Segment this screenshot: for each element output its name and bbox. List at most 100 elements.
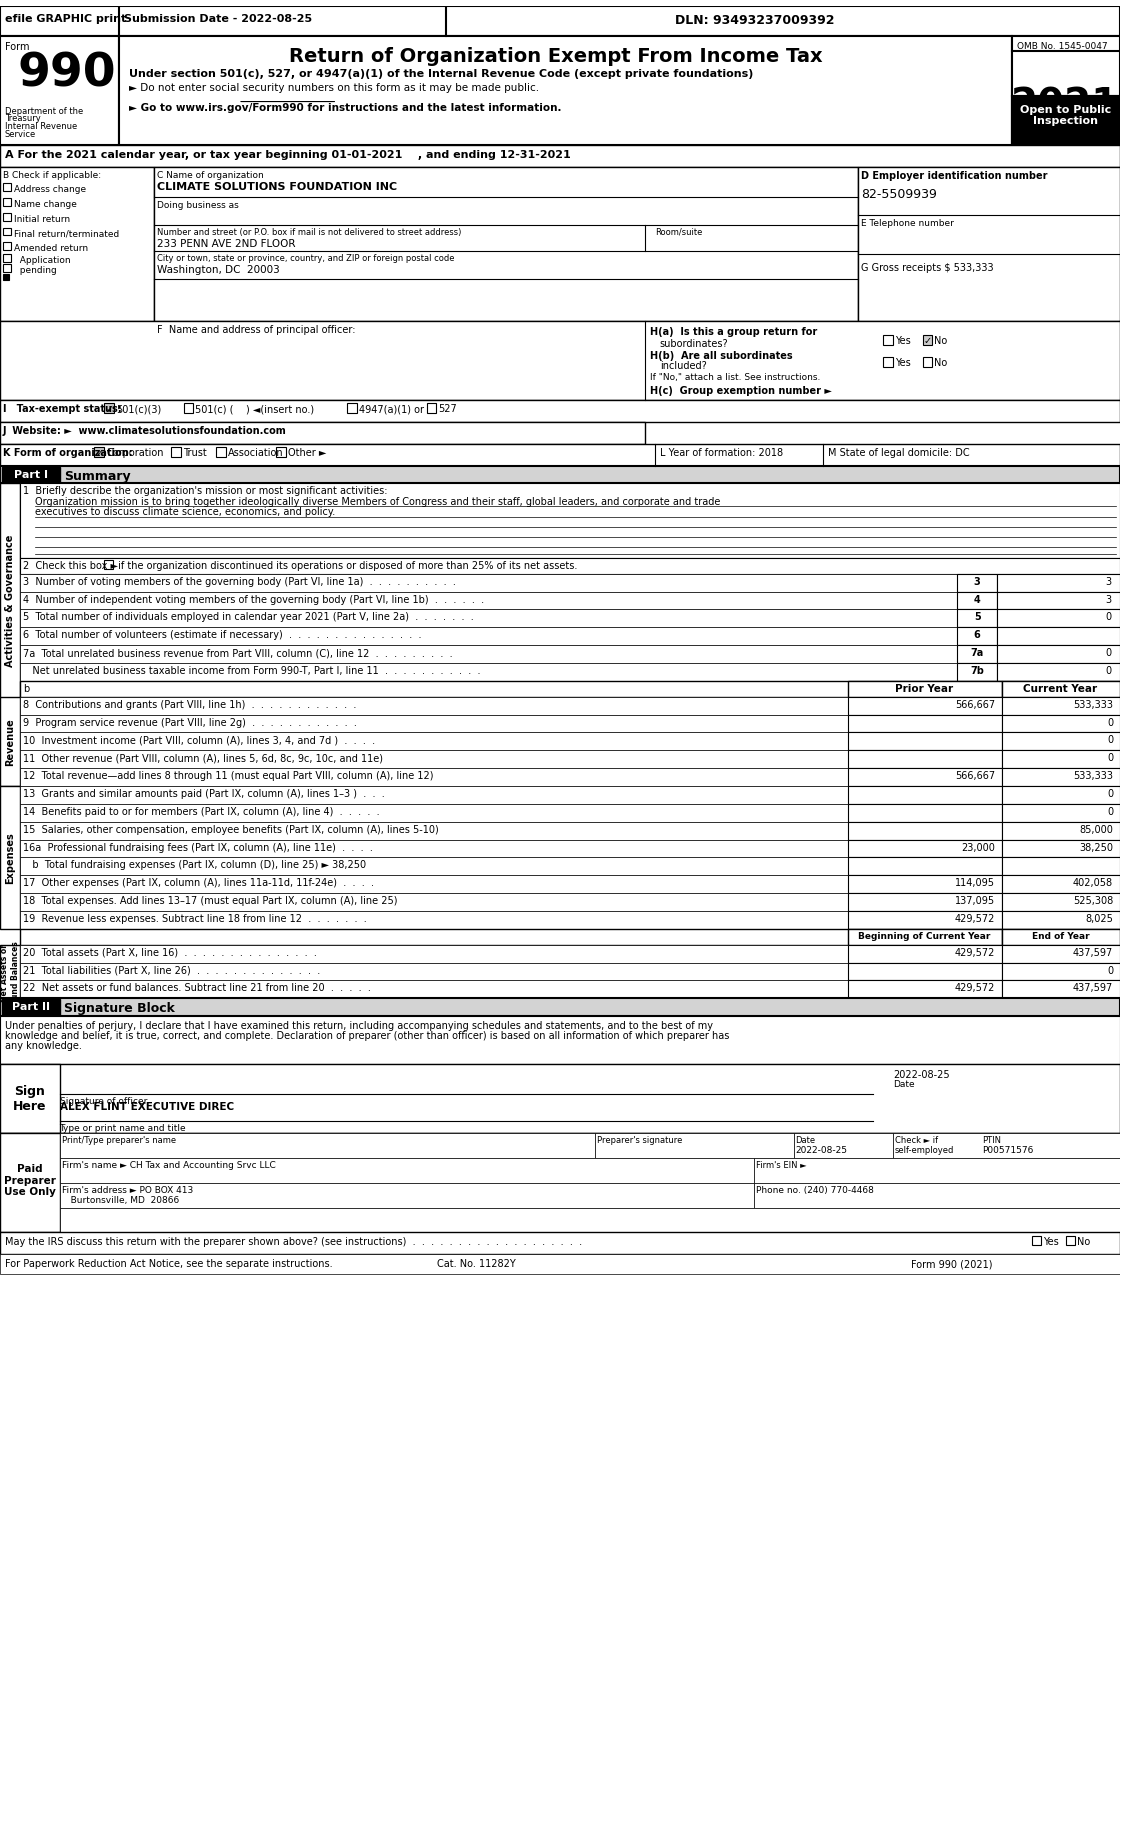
Bar [997, 593, 1120, 609]
Bar [1012, 37, 1120, 146]
Text: Organization mission is to bring together ideologically diverse Members of Congr: Organization mission is to bring togethe… [35, 498, 720, 507]
Text: P00571576: P00571576 [982, 1146, 1033, 1155]
Text: 85,000: 85,000 [1079, 824, 1113, 834]
Text: 2  Check this box ►: 2 Check this box ► [23, 560, 117, 571]
Bar [217, 448, 226, 458]
Text: Phone no. (240) 770-4468: Phone no. (240) 770-4468 [756, 1186, 874, 1195]
Bar [848, 734, 1001, 750]
Text: 429,572: 429,572 [955, 948, 995, 957]
Text: 437,597: 437,597 [1073, 983, 1113, 994]
Text: 8  Contributions and grants (Part VIII, line 1h)  .  .  .  .  .  .  .  .  .  .  : 8 Contributions and grants (Part VIII, l… [23, 699, 357, 710]
Bar [20, 593, 1120, 609]
Text: Under section 501(c), 527, or 4947(a)(1) of the Internal Revenue Code (except pr: Under section 501(c), 527, or 4947(a)(1)… [129, 70, 753, 79]
Bar [20, 646, 1120, 664]
Text: Yes: Yes [895, 335, 911, 346]
Text: 7b: 7b [970, 666, 984, 675]
Bar [1012, 97, 1120, 146]
Bar [848, 930, 1001, 946]
Text: Final return/terminated: Final return/terminated [14, 229, 120, 238]
Bar [0, 697, 20, 787]
Text: ► Go to www.irs.gov/Form990 for instructions and the latest information.: ► Go to www.irs.gov/Form990 for instruct… [129, 102, 561, 112]
Bar [1001, 858, 1120, 877]
Text: 527: 527 [438, 404, 457, 414]
Bar [20, 734, 848, 750]
Bar [20, 787, 848, 805]
Bar [957, 664, 997, 681]
Bar [0, 322, 1120, 401]
Bar [1001, 750, 1120, 769]
Text: OMB No. 1545-0047: OMB No. 1545-0047 [1017, 42, 1108, 51]
Text: 10  Investment income (Part VIII, column (A), lines 3, 4, and 7d )  .  .  .  .: 10 Investment income (Part VIII, column … [23, 736, 375, 745]
Text: 533,333: 533,333 [1073, 770, 1113, 781]
Text: 4  Number of independent voting members of the governing body (Part VI, line 1b): 4 Number of independent voting members o… [23, 595, 484, 604]
Bar [0, 146, 1120, 168]
Bar [348, 404, 357, 414]
Bar [1001, 697, 1120, 716]
Text: self-employed: self-employed [895, 1146, 954, 1155]
Bar [848, 822, 1001, 840]
Text: 114,095: 114,095 [955, 878, 995, 888]
Bar [848, 840, 1001, 858]
Text: ✓: ✓ [924, 335, 931, 346]
Bar [0, 1233, 1120, 1255]
Bar [20, 558, 1120, 575]
Text: Room/suite: Room/suite [655, 227, 702, 236]
Bar [957, 593, 997, 609]
Bar [997, 646, 1120, 664]
Bar [1001, 769, 1120, 787]
Text: Prior Year: Prior Year [895, 683, 954, 694]
Text: 20  Total assets (Part X, line 16)  .  .  .  .  .  .  .  .  .  .  .  .  .  .  .: 20 Total assets (Part X, line 16) . . . … [23, 948, 317, 957]
Bar [1001, 893, 1120, 911]
Text: pending: pending [14, 265, 56, 274]
Text: 566,667: 566,667 [955, 770, 995, 781]
Bar [60, 1184, 754, 1208]
Bar [170, 448, 181, 458]
Bar [848, 893, 1001, 911]
Bar [0, 1065, 60, 1133]
Text: 2022-08-25: 2022-08-25 [796, 1146, 848, 1155]
Bar [3, 243, 11, 251]
Text: 5: 5 [973, 611, 980, 622]
Bar [20, 911, 848, 930]
Bar [848, 769, 1001, 787]
Text: knowledge and belief, it is true, correct, and complete. Declaration of preparer: knowledge and belief, it is true, correc… [5, 1030, 729, 1041]
Text: 0: 0 [1106, 717, 1113, 727]
Text: Return of Organization Exempt From Income Tax: Return of Organization Exempt From Incom… [289, 48, 822, 66]
Text: No: No [1077, 1237, 1091, 1246]
Text: H(c)  Group exemption number ►: H(c) Group exemption number ► [650, 386, 832, 395]
Text: Sign
Here: Sign Here [14, 1083, 46, 1113]
Text: Yes: Yes [1042, 1237, 1058, 1246]
Text: included?: included? [659, 361, 707, 371]
Bar [184, 404, 193, 414]
Bar [20, 575, 1120, 593]
Text: Date: Date [796, 1136, 816, 1144]
Bar [1001, 930, 1120, 946]
Bar [3, 199, 11, 207]
Text: any knowledge.: any knowledge. [5, 1041, 81, 1050]
Text: 3: 3 [1105, 595, 1111, 604]
Text: ✓: ✓ [105, 404, 113, 414]
Bar [60, 1158, 754, 1184]
Bar [0, 1065, 1120, 1133]
Bar [1001, 787, 1120, 805]
Bar [3, 183, 11, 192]
Text: Department of the: Department of the [5, 106, 84, 115]
Text: No: No [935, 359, 947, 368]
Text: Internal Revenue: Internal Revenue [5, 123, 77, 132]
Bar [754, 1158, 1120, 1184]
Text: Doing business as: Doing business as [157, 201, 238, 210]
Text: 0: 0 [1105, 666, 1111, 675]
Text: D Employer identification number: D Employer identification number [861, 170, 1048, 181]
Bar [1067, 1237, 1075, 1246]
Text: Form: Form [5, 42, 29, 51]
Bar [848, 681, 1001, 697]
Text: 18  Total expenses. Add lines 13–17 (must equal Part IX, column (A), line 25): 18 Total expenses. Add lines 13–17 (must… [23, 895, 397, 906]
Bar [1032, 1237, 1041, 1246]
Bar [848, 750, 1001, 769]
Bar [0, 787, 20, 930]
Text: 16a  Professional fundraising fees (Part IX, column (A), line 11e)  .  .  .  .: 16a Professional fundraising fees (Part … [23, 842, 373, 853]
Text: Check ► if: Check ► if [895, 1136, 938, 1144]
Bar [997, 628, 1120, 646]
Bar [0, 401, 1120, 423]
Bar [275, 448, 286, 458]
